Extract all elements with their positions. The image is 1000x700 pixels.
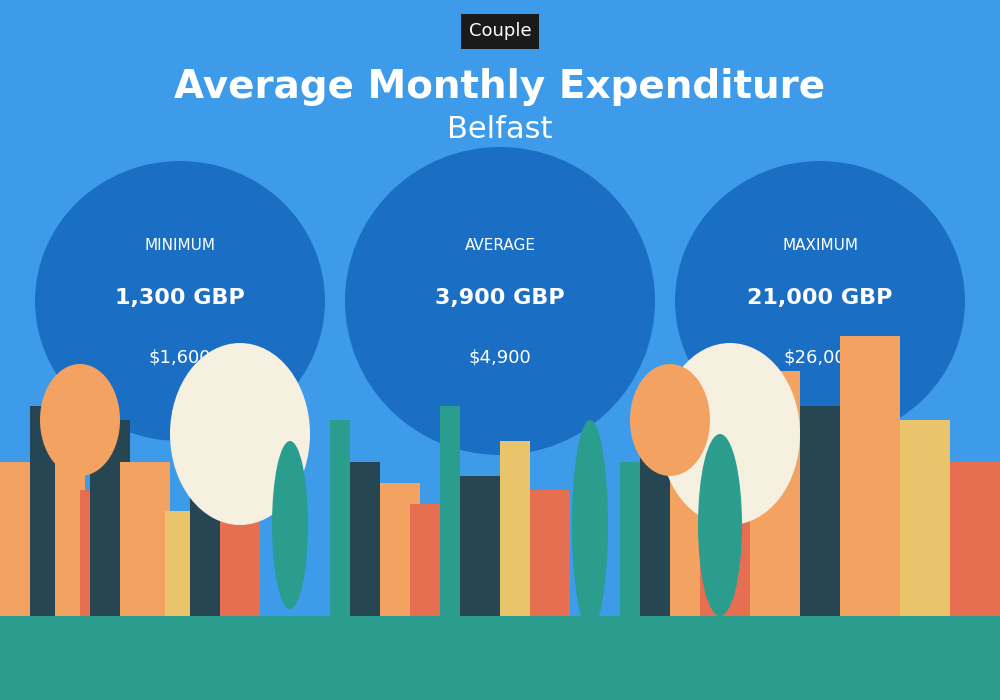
Bar bbox=[165, 511, 195, 616]
Text: 1,300 GBP: 1,300 GBP bbox=[115, 288, 245, 307]
Bar bbox=[440, 406, 460, 616]
Bar bbox=[55, 441, 85, 616]
Bar bbox=[220, 490, 260, 616]
Text: 🇬🇧: 🇬🇧 bbox=[475, 158, 525, 199]
Ellipse shape bbox=[698, 434, 742, 616]
Bar bbox=[800, 406, 840, 616]
Ellipse shape bbox=[345, 147, 655, 455]
Bar bbox=[460, 476, 500, 616]
Bar bbox=[30, 406, 55, 616]
Text: $1,600: $1,600 bbox=[149, 348, 211, 366]
Ellipse shape bbox=[35, 161, 325, 441]
Bar bbox=[190, 476, 220, 616]
Ellipse shape bbox=[630, 364, 710, 476]
Text: 3,900 GBP: 3,900 GBP bbox=[435, 288, 565, 307]
Bar bbox=[840, 336, 900, 616]
Text: MAXIMUM: MAXIMUM bbox=[782, 237, 858, 253]
Text: AVERAGE: AVERAGE bbox=[464, 237, 536, 253]
Bar bbox=[900, 420, 950, 616]
Bar bbox=[330, 420, 350, 616]
Bar bbox=[0, 462, 40, 616]
Ellipse shape bbox=[272, 441, 308, 609]
Bar bbox=[0, 616, 1000, 700]
Text: MINIMUM: MINIMUM bbox=[144, 237, 216, 253]
Bar bbox=[380, 483, 420, 616]
Bar bbox=[620, 462, 640, 616]
Ellipse shape bbox=[660, 343, 800, 525]
Ellipse shape bbox=[675, 161, 965, 441]
Text: Average Monthly Expenditure: Average Monthly Expenditure bbox=[174, 69, 826, 106]
Bar bbox=[950, 462, 1000, 616]
Text: Belfast: Belfast bbox=[447, 115, 553, 144]
Ellipse shape bbox=[40, 364, 120, 476]
Bar bbox=[700, 392, 750, 616]
Text: 21,000 GBP: 21,000 GBP bbox=[747, 288, 893, 307]
Bar bbox=[350, 462, 380, 616]
Text: Couple: Couple bbox=[469, 22, 531, 41]
Bar bbox=[90, 420, 130, 616]
Bar bbox=[410, 504, 440, 616]
Text: $26,000: $26,000 bbox=[783, 348, 857, 366]
Text: $4,900: $4,900 bbox=[469, 348, 531, 366]
Ellipse shape bbox=[170, 343, 310, 525]
Bar bbox=[120, 462, 170, 616]
Bar bbox=[80, 490, 100, 616]
Bar bbox=[750, 371, 800, 616]
Bar bbox=[640, 420, 670, 616]
Ellipse shape bbox=[572, 420, 608, 630]
Bar bbox=[500, 441, 530, 616]
Bar bbox=[530, 490, 570, 616]
Bar bbox=[670, 476, 710, 616]
